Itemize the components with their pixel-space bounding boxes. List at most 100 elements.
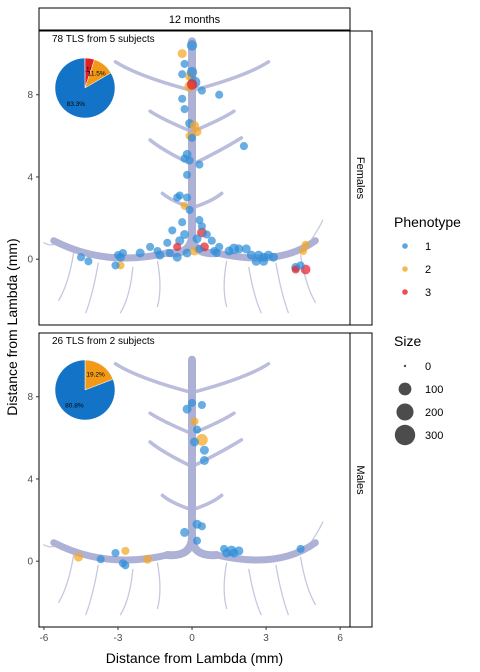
strip-males-box [349,332,373,628]
tls-point [234,244,244,254]
tls-point [180,527,190,537]
tls-point [180,59,189,68]
legend-size-label: 200 [425,407,443,419]
tls-point [215,242,224,251]
tls-point [172,252,182,262]
y-tick-label: 4 [27,474,33,485]
tls-point [163,238,172,247]
tls-point [187,398,197,407]
legend-phenotype-key [402,266,408,272]
tls-point [301,240,310,249]
pie-slice [54,57,116,119]
legend-size-label: 0 [425,361,431,373]
tls-point [234,546,244,556]
tls-point [269,252,278,262]
pie-slice-label: 11.5% [88,71,106,78]
tls-point [180,230,190,239]
tls-point [207,236,216,245]
tls-point [196,434,208,446]
tls-point [182,404,192,414]
legend-phenotype-label: 3 [425,287,431,299]
tls-point [185,156,194,165]
tls-point [74,552,83,562]
tls-point [135,248,145,258]
tls-point [165,248,174,258]
strip-females-label: Females [354,157,366,200]
tls-point [173,193,182,202]
legend-size: Size 0 100 200 300 [394,333,443,446]
pie-chart: 19.2% 80.8% [54,359,116,421]
tls-point [192,234,202,244]
tls-point [178,94,187,103]
tls-point [113,251,123,260]
legend-phenotype-key [402,289,408,295]
tls-point [187,133,197,142]
pie-slice [54,359,116,421]
tls-point [84,257,93,266]
y-tick-label: 8 [27,90,33,101]
x-axis-title: Distance from Lambda (mm) [106,650,283,666]
tls-point [195,244,204,253]
legend-phenotype-label: 1 [425,241,431,253]
tls-point [183,170,192,179]
tls-point [192,127,202,137]
tls-point [239,142,248,151]
x-tick-label: 6 [337,633,343,644]
tls-point [185,205,194,214]
tls-point [178,70,187,79]
strip-males-label: Males [354,465,366,495]
legend-phenotype-title: Phenotype [394,214,461,230]
tls-point [111,548,120,558]
tls-point [143,554,153,564]
pie-slice-label: 5.1% [81,67,96,74]
tls-point [251,256,261,266]
x-tick-label: -3 [114,633,123,644]
tls-point [296,261,305,270]
strip-top-box [38,7,351,31]
tls-point [121,561,130,570]
panel-males: 26 TLS from 2 subjects 19.2% 80.8% [38,332,351,628]
y-tick-label: 8 [27,392,33,403]
tls-point [212,248,221,258]
tls-point [186,79,198,90]
tls-point [195,216,204,225]
legend-size-label: 300 [425,430,443,442]
tls-point [197,522,206,531]
tls-point [182,248,192,258]
strip-females-box [349,30,373,326]
legend-phenotype-label: 2 [425,264,431,276]
tls-point [76,253,86,262]
pie-slice-label: 80.8% [65,402,84,409]
tls-point [197,86,206,95]
pie-slice-label: 83.3% [67,101,86,108]
tls-point [246,250,256,260]
legend-phenotype: Phenotype 1 2 3 [394,214,461,299]
panel-females: 78 TLS from 5 subjects 5.1%11.5% 83.3% [38,30,351,326]
tls-point [202,230,211,239]
tls-point [190,437,199,447]
tls-point [168,226,177,235]
tls-point [259,256,269,266]
tls-point [199,456,209,465]
tls-point [215,90,224,99]
legend-size-title: Size [394,333,421,349]
x-tick-label: 0 [189,633,195,644]
tls-point [183,193,192,202]
tls-point [195,160,204,169]
tls-point [121,546,130,555]
tls-point [197,400,206,410]
legend-size-label: 100 [425,384,443,396]
y-tick-label: 0 [27,557,33,568]
y-tick-label: 0 [27,255,33,266]
tls-point [197,222,206,231]
tls-point [186,66,198,78]
tls-point [178,218,187,227]
strip-top-label: 12 months [169,14,221,26]
tls-point [186,40,198,51]
tls-point [173,242,182,251]
tls-point [192,425,202,434]
y-axis-title: Distance from Lambda (mm) [4,238,20,415]
tls-point [192,536,202,545]
legend-size-key [394,424,416,446]
